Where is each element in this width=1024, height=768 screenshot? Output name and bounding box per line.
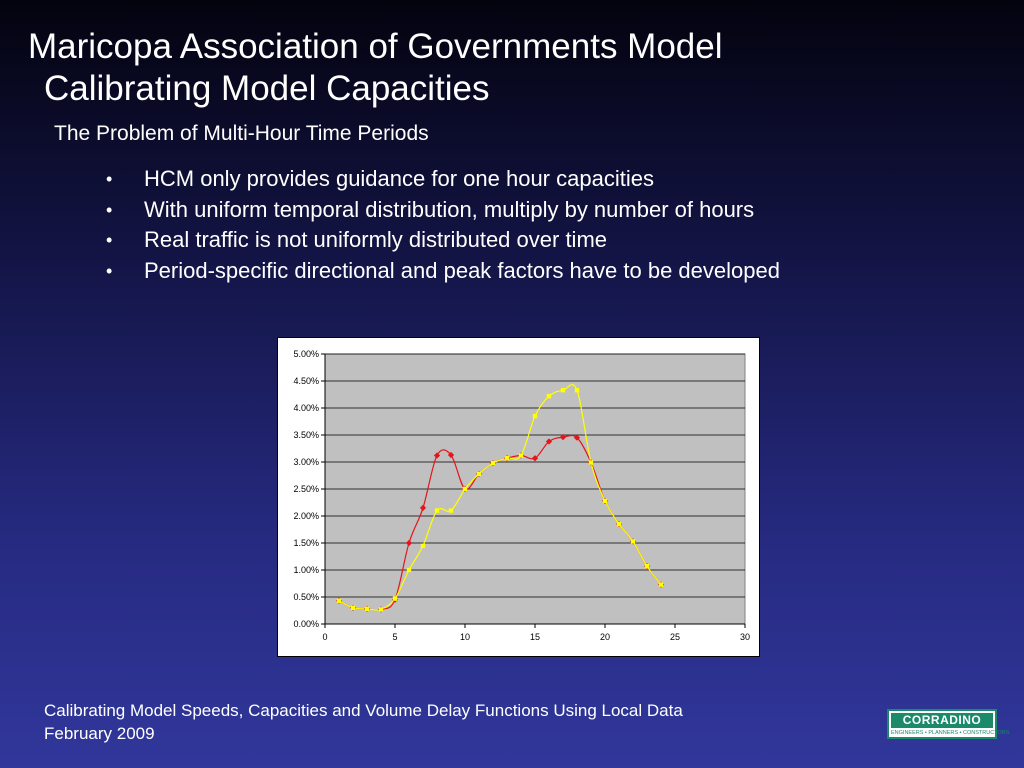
- y-tick-label: 0.50%: [293, 592, 319, 602]
- series-1-point: [616, 521, 622, 527]
- footer-line-1: Calibrating Model Speeds, Capacities and…: [44, 701, 683, 720]
- bullet-text: Period-specific directional and peak fac…: [144, 258, 780, 284]
- series-1-point: [434, 508, 440, 513]
- x-tick-label: 15: [530, 632, 540, 642]
- y-tick-label: 1.00%: [293, 565, 319, 575]
- series-0-point: [419, 504, 427, 512]
- slide-subtitle: The Problem of Multi-Hour Time Periods: [54, 122, 429, 145]
- series-1-point: [602, 498, 608, 504]
- bullet-item: • With uniform temporal distribution, mul…: [106, 195, 780, 226]
- x-tick-label: 5: [392, 632, 397, 642]
- series-1-point: [462, 486, 468, 492]
- bullet-icon: •: [106, 261, 113, 282]
- series-1-point: [658, 582, 664, 587]
- logo-tagline: ENGINEERS • PLANNERS • CONSTRUCTORS: [891, 730, 1010, 736]
- y-tick-label: 2.50%: [293, 484, 319, 494]
- series-1-point: [504, 456, 510, 461]
- title-line-2: Calibrating Model Capacities: [44, 69, 490, 108]
- series-1-point: [546, 393, 552, 399]
- series-1-point: [448, 508, 454, 513]
- y-tick-label: 4.50%: [293, 376, 319, 386]
- series-1-point: [476, 471, 482, 477]
- y-tick-label: 3.00%: [293, 457, 319, 467]
- title-line-1: Maricopa Association of Governments Mode…: [28, 27, 723, 66]
- x-tick-label: 30: [740, 632, 750, 642]
- footer: Calibrating Model Speeds, Capacities and…: [44, 699, 683, 745]
- series-1-point: [490, 460, 496, 466]
- bullet-list: • HCM only provides guidance for one hour…: [106, 164, 780, 287]
- bullet-item: • Real traffic is not uniformly distribut…: [106, 225, 780, 256]
- bullet-icon: •: [106, 169, 113, 189]
- series-1-point: [336, 598, 342, 603]
- y-tick-label: 3.50%: [293, 430, 319, 440]
- footer-line-2: February 2009: [44, 724, 155, 743]
- bullet-item: • HCM only provides guidance for one hour…: [106, 164, 780, 195]
- chart-container: 0.00% 0.50% 1.00% 1.50% 2.00% 2.50% 3.00% 3.50%…: [277, 337, 760, 657]
- series-1-point: [392, 596, 398, 601]
- series-1-point: [364, 606, 370, 612]
- slide-title: Maricopa Association of Governments Mode…: [28, 26, 723, 110]
- x-tick-label: 10: [460, 632, 470, 642]
- series-1-point: [574, 387, 580, 393]
- bullet-text: With uniform temporal distribution, mult…: [144, 196, 755, 222]
- y-tick-label: 0.00%: [293, 619, 319, 629]
- series-1-point: [518, 453, 524, 458]
- y-tick-label: 2.00%: [293, 511, 319, 521]
- y-tick-label: 4.00%: [293, 403, 319, 413]
- series-1-point: [560, 387, 566, 393]
- bullet-icon: •: [106, 230, 113, 251]
- x-tick-label: 0: [322, 632, 327, 642]
- y-tick-label: 5.00%: [293, 349, 319, 359]
- x-tick-label: 25: [670, 632, 680, 642]
- series-1-point: [532, 413, 538, 419]
- series-1-point: [588, 460, 594, 465]
- series-1-point: [644, 564, 650, 569]
- series-1-point: [420, 543, 426, 548]
- logo-wordmark: CORRADINO: [891, 713, 993, 728]
- line-chart: 0.00% 0.50% 1.00% 1.50% 2.00% 2.50% 3.00% 3.50%…: [293, 349, 750, 642]
- series-1-point: [406, 567, 412, 573]
- series-1-point: [630, 539, 636, 544]
- series-1-point: [378, 607, 384, 612]
- x-tick-label: 20: [600, 632, 610, 642]
- bullet-item: • Period-specific directional and peak fa…: [106, 256, 780, 287]
- series-1-point: [350, 605, 356, 610]
- corradino-logo: CORRADINO ENGINEERS • PLANNERS • CONSTRU…: [887, 709, 1010, 739]
- y-tick-label: 1.50%: [293, 538, 319, 548]
- bullet-text: HCM only provides guidance for one hour …: [144, 166, 654, 191]
- bullet-text: Real traffic is not uniformly distribute…: [144, 227, 607, 253]
- bullet-icon: •: [106, 199, 113, 220]
